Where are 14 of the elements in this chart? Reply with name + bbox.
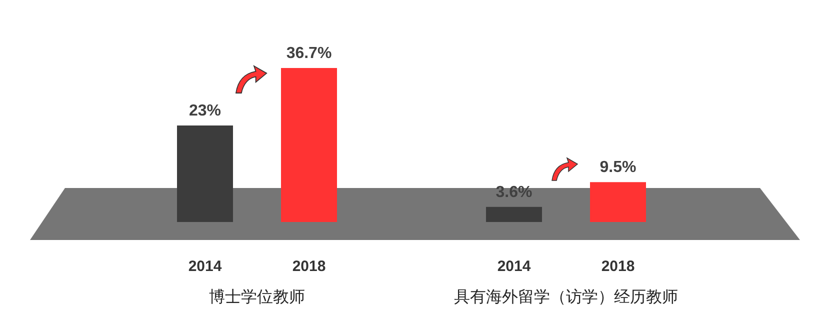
data-label: 36.7% bbox=[286, 45, 332, 62]
data-label: 23% bbox=[188, 102, 222, 120]
data-label: 9.5% bbox=[600, 159, 636, 176]
text: 2014 bbox=[497, 258, 531, 275]
bar bbox=[590, 182, 646, 222]
x-tick-label: 博士学位教师 bbox=[209, 288, 305, 306]
bar bbox=[281, 68, 337, 222]
text: 2014 bbox=[188, 258, 222, 275]
x-tick-label: 具有海外留学（访学）经历教师 bbox=[454, 288, 678, 306]
bar bbox=[486, 206, 542, 222]
bar bbox=[177, 125, 233, 222]
text: 2018 bbox=[292, 258, 326, 275]
text: 2018 bbox=[601, 258, 635, 275]
data-label: 3.6% bbox=[496, 184, 532, 201]
